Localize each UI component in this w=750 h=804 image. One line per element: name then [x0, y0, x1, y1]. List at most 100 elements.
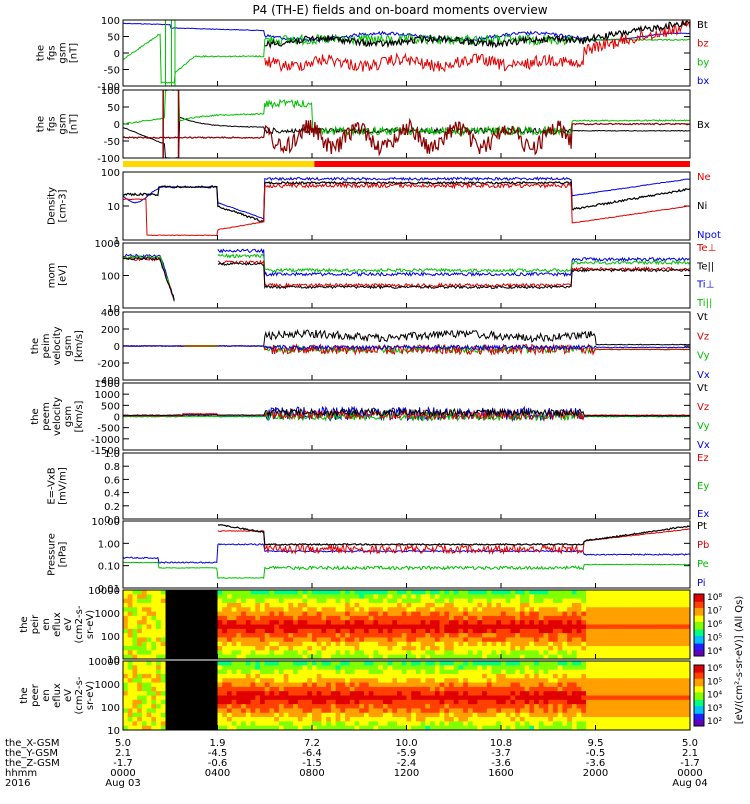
spectro-cell — [137, 598, 143, 604]
spectro-cell — [680, 669, 686, 675]
spectro-cell — [203, 650, 209, 656]
spectro-cell — [170, 590, 176, 595]
spectro-cell — [439, 598, 445, 604]
spectro-cell — [623, 669, 630, 675]
spectro-cell — [335, 678, 341, 684]
spectro-cell — [236, 708, 242, 714]
spectro-cell — [477, 650, 483, 656]
spectro-cell — [156, 641, 162, 647]
spectro-cell — [633, 712, 639, 718]
spectro-cell — [208, 615, 214, 621]
spectro-cell — [255, 594, 261, 600]
spectro-cell — [595, 628, 601, 634]
spectro-cell — [401, 620, 407, 625]
spectro-cell — [401, 695, 407, 701]
spectro-cell — [226, 602, 233, 608]
spectro-cell — [160, 602, 167, 608]
spectro-cell — [501, 712, 507, 718]
spectro-cell — [222, 602, 228, 608]
spectro-cell — [557, 682, 563, 688]
spectro-cell — [453, 682, 459, 688]
ephem-value: 1600 — [488, 768, 513, 779]
spectro-cell — [472, 641, 478, 647]
legend-by: by — [697, 57, 709, 68]
spectro-cell — [335, 590, 341, 595]
spectro-cell — [269, 633, 275, 638]
spectro-cell — [397, 615, 403, 621]
spectro-cell — [638, 686, 644, 692]
spectro-cell — [534, 678, 540, 684]
spectro-cell — [482, 590, 488, 595]
spectro-cell — [236, 590, 242, 595]
spectro-cell — [434, 620, 441, 625]
spectro-cell — [203, 665, 209, 671]
spectro-cell — [661, 712, 667, 718]
spectro-cell — [623, 686, 630, 692]
spectro-cell — [482, 665, 488, 671]
spectro-cell — [387, 654, 393, 660]
spectro-cell — [519, 654, 526, 660]
spectro-cell — [226, 611, 233, 617]
spectro-cell — [174, 708, 181, 714]
spectro-cell — [378, 624, 384, 630]
spectro-cell — [283, 594, 289, 600]
spectro-cell — [576, 650, 582, 656]
spectro-cell — [501, 633, 507, 638]
spectro-cell — [415, 678, 422, 684]
spectro-cell — [543, 624, 549, 630]
spectro-cell — [406, 611, 412, 617]
spectro-cell — [203, 712, 209, 718]
spectro-cell — [567, 712, 573, 718]
spectro-cell — [146, 725, 152, 731]
spectro-cell — [482, 669, 488, 675]
spectro-cell — [467, 602, 474, 608]
spectro-cell — [515, 704, 521, 709]
spectro-cell — [297, 628, 304, 634]
spectro-cell — [321, 686, 327, 692]
spectro-cell — [141, 673, 148, 679]
spectro-cell — [278, 665, 285, 671]
spectro-cell — [638, 611, 644, 617]
spectro-cell — [288, 598, 294, 604]
spectro-cell — [434, 602, 441, 608]
spectro-cell — [449, 665, 455, 671]
spectro-cell — [411, 607, 417, 613]
spectro-cell — [340, 695, 346, 701]
spectro-cell — [449, 646, 455, 651]
spectro-cell — [515, 678, 521, 684]
spectro-cell — [510, 725, 516, 731]
spectro-cell — [548, 611, 554, 617]
spectro-cell — [543, 704, 549, 709]
spectro-cell — [236, 699, 242, 705]
spectro-cell — [307, 654, 313, 660]
spectro-cell — [382, 590, 389, 595]
spectro-cell — [340, 691, 346, 696]
spectro-cell — [519, 725, 526, 731]
spectro-cell — [165, 641, 171, 647]
spectro-cell — [141, 628, 148, 634]
spectro-cell — [477, 665, 483, 671]
spectro-cell — [132, 691, 138, 696]
spectro-cell — [642, 620, 648, 625]
spectro-cell — [137, 721, 143, 727]
spectro-cell — [524, 654, 530, 660]
spectro-cell — [406, 669, 412, 675]
spectro-cell — [538, 641, 545, 647]
spectro-cell — [151, 594, 157, 600]
spectro-cell — [614, 598, 620, 604]
spectro-cell — [425, 602, 431, 608]
spectro-cell — [335, 607, 341, 613]
spectro-cell — [642, 708, 648, 714]
spectro-cell — [137, 594, 143, 600]
spectro-cell — [477, 678, 483, 684]
spectro-cell — [571, 611, 578, 617]
colorbar-label: [eV/(cm²-s-sr-eV)] (All Qs) — [734, 596, 745, 725]
spectro-cell — [444, 695, 450, 701]
spectro-cell — [675, 594, 682, 600]
spectro-cell — [619, 641, 625, 647]
spectro-cell — [590, 611, 596, 617]
spectro-cell — [387, 669, 393, 675]
spectro-cell — [250, 590, 256, 595]
spectro-cell — [198, 682, 204, 688]
